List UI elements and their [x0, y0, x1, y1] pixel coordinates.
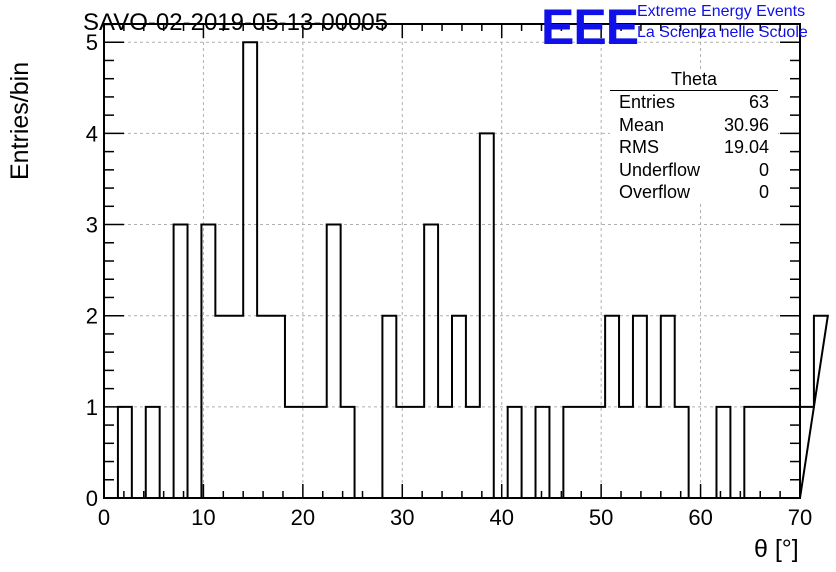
x-tick-label: 50 — [589, 505, 613, 530]
y-tick-label: 4 — [86, 121, 98, 146]
stats-title: Theta — [610, 69, 778, 91]
chart-title: SAVO-02-2019-05-13-00005 — [83, 9, 389, 36]
stats-label: Underflow — [619, 159, 701, 180]
stats-value: 63 — [748, 92, 769, 112]
stats-label: RMS — [619, 137, 659, 157]
histogram-bin — [146, 407, 160, 498]
histogram-bin — [480, 133, 494, 498]
x-tick-label: 20 — [291, 505, 315, 530]
x-tick-label: 40 — [489, 505, 513, 530]
stats-row-mean: Mean 30.96 — [610, 114, 778, 137]
y-tick-label: 1 — [86, 395, 98, 420]
x-axis-label: θ [°] — [754, 535, 799, 563]
histogram-bin — [285, 407, 299, 498]
stats-row-underflow: Underflow 0 — [610, 159, 778, 182]
stats-box: Theta Entries 63 Mean 30.96 RMS 19.04 Un… — [610, 69, 778, 204]
histogram-bin — [313, 407, 327, 498]
x-tick-label: 70 — [788, 505, 812, 530]
histogram-bin — [563, 407, 577, 498]
histogram-bin — [814, 316, 828, 498]
y-axis-label: Entries/bin — [6, 61, 34, 180]
histogram-bin — [174, 225, 188, 498]
histogram-bin — [786, 407, 800, 498]
histogram-bin — [341, 407, 355, 498]
histogram-bin — [508, 407, 522, 498]
histogram-bin — [591, 407, 605, 498]
histogram-bin — [438, 407, 452, 498]
histogram-bin — [299, 407, 313, 498]
stats-value: 0 — [758, 159, 769, 180]
logo-line-2: La Scienza nelle Scuole — [637, 24, 808, 41]
histogram-bin — [118, 407, 132, 498]
stats-value: 0 — [758, 182, 769, 202]
histogram-bin — [536, 407, 550, 498]
stats-label: Entries — [619, 92, 676, 112]
histogram-bin — [410, 407, 424, 498]
stats-row-rms: RMS 19.04 — [610, 136, 778, 159]
histogram-bin — [327, 225, 341, 498]
stats-value: 19.04 — [723, 137, 769, 157]
stats-value: 30.96 — [723, 114, 769, 135]
histogram-bin — [243, 42, 257, 498]
eee-logo: EEE — [541, 0, 639, 55]
histogram-bin — [758, 407, 772, 498]
stats-label: Mean — [619, 114, 665, 135]
x-tick-label: 0 — [98, 505, 110, 530]
histogram-bin — [619, 407, 633, 498]
stats-row-overflow: Overflow 0 — [610, 181, 778, 204]
histogram-bin — [424, 225, 438, 498]
stats-label: Overflow — [619, 182, 691, 202]
histogram-bin — [647, 407, 661, 498]
axis-ticks — [103, 23, 801, 499]
histogram-bin — [772, 407, 786, 498]
histogram-bin — [675, 407, 689, 498]
y-tick-label: 3 — [86, 213, 98, 238]
histogram-bin — [577, 407, 591, 498]
stats-row-entries: Entries 63 — [610, 91, 778, 114]
y-tick-label: 2 — [86, 304, 98, 329]
histogram-bin — [716, 407, 730, 498]
logo-line-1: Extreme Energy Events — [637, 3, 806, 20]
x-tick-label: 10 — [191, 505, 215, 530]
histogram-bin — [466, 407, 480, 498]
y-tick-label: 0 — [86, 486, 98, 511]
histogram-bin — [396, 407, 410, 498]
histogram-bin — [215, 316, 229, 498]
histogram-bin — [744, 407, 758, 498]
y-tick-label: 5 — [86, 30, 98, 55]
x-tick-label: 30 — [390, 505, 414, 530]
tick-labels: 0 10 20 30 40 50 60 70 0 1 2 3 4 5 — [86, 30, 812, 530]
x-tick-label: 60 — [688, 505, 712, 530]
